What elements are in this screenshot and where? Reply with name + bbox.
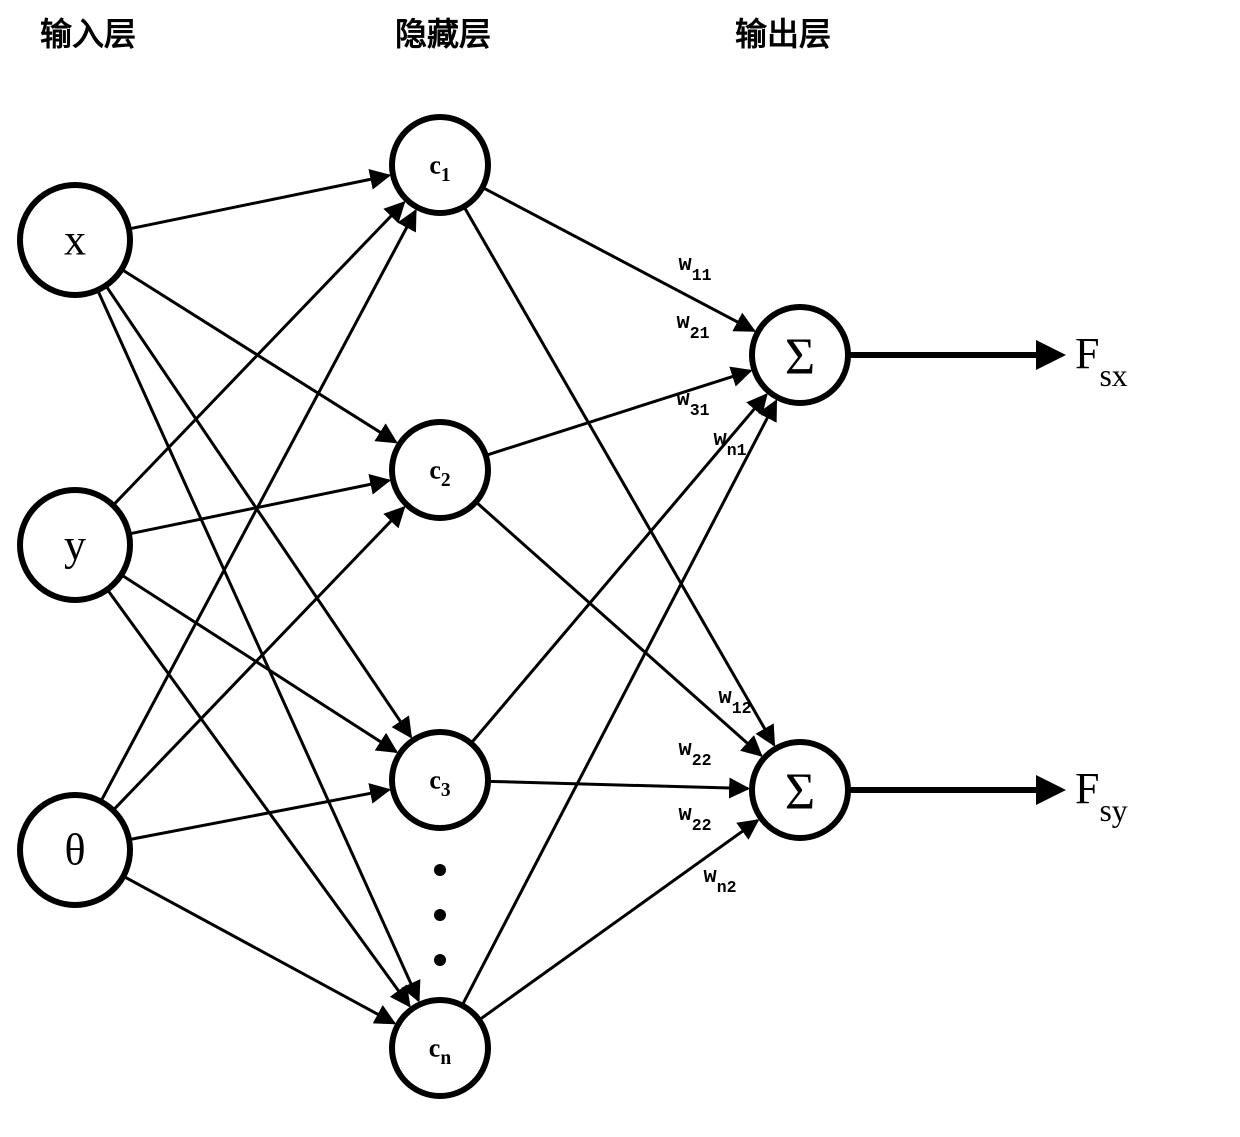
header-label: 输入层 [40, 16, 136, 52]
weight-label: w11 [678, 252, 711, 285]
weight-label: wn1 [713, 427, 746, 460]
weight-label: w12 [718, 685, 751, 718]
weight-label: w31 [676, 387, 709, 420]
edge [98, 290, 419, 1000]
edge [488, 781, 748, 788]
node-label: θ [64, 826, 85, 875]
output-label: Fsy [1075, 764, 1128, 828]
header-label: 隐藏层 [395, 16, 491, 52]
weight-label: wn2 [703, 864, 736, 897]
weight-label: w22 [678, 802, 711, 835]
ellipsis-dot [434, 864, 446, 876]
sigma-label: Σ [785, 329, 815, 386]
edge [479, 820, 758, 1020]
edge [101, 211, 416, 802]
edge [464, 207, 774, 745]
weight-label: w22 [678, 737, 711, 770]
header-label: 输出层 [735, 16, 831, 52]
ellipsis-dot [434, 954, 446, 966]
neural-network-diagram: FsxFsyxyθc1c2c3cnΣΣ输入层隐藏层输出层w11w21w31wn1… [0, 0, 1240, 1137]
node-label: y [64, 521, 86, 570]
edge [486, 371, 751, 456]
sigma-label: Σ [785, 764, 815, 821]
edge [107, 590, 409, 1006]
edge [129, 175, 389, 228]
edge [476, 502, 761, 756]
weight-label: w21 [676, 310, 709, 343]
ellipsis-dot [434, 909, 446, 921]
output-label: Fsx [1075, 329, 1128, 393]
edge [123, 876, 394, 1023]
edge [113, 203, 404, 506]
node-label: x [64, 216, 86, 265]
